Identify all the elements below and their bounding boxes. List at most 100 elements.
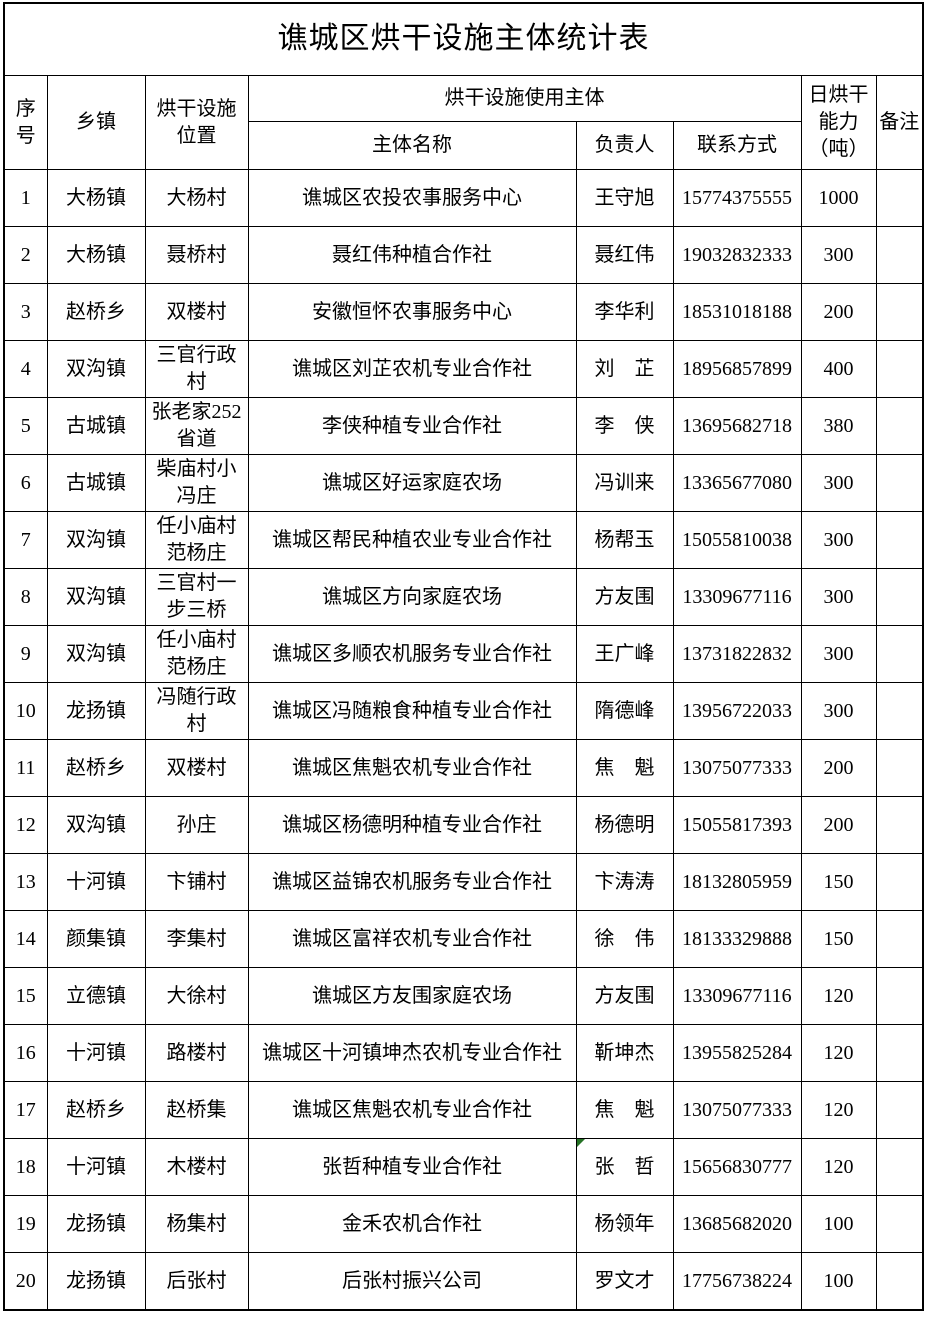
cell-seq: 19 xyxy=(3,1195,48,1253)
cell-capacity: 120 xyxy=(800,967,877,1025)
header-contact: 联系方式 xyxy=(672,121,802,170)
cell-location: 赵桥集 xyxy=(144,1081,249,1139)
cell-person: 刘 芷 xyxy=(575,340,674,398)
cell-subject-name: 谯城区益锦农机服务专业合作社 xyxy=(247,853,577,911)
cell-contact: 13075077333 xyxy=(672,739,802,797)
cell-location: 孙庄 xyxy=(144,796,249,854)
cell-person: 李华利 xyxy=(575,283,674,341)
cell-contact: 17756738224 xyxy=(672,1252,802,1311)
cell-subject-name: 谯城区杨德明种植专业合作社 xyxy=(247,796,577,854)
cell-location: 张老家252省道 xyxy=(144,397,249,455)
cell-seq: 10 xyxy=(3,682,48,740)
cell-subject-name: 聂红伟种植合作社 xyxy=(247,226,577,284)
cell-capacity: 120 xyxy=(800,1024,877,1082)
table-row: 18 十河镇 木楼村 张哲种植专业合作社 张 哲 15656830777 120 xyxy=(3,1138,924,1196)
cell-contact: 15055810038 xyxy=(672,511,802,569)
title-row: 谯城区烘干设施主体统计表 xyxy=(3,2,924,76)
table-row: 15 立德镇 大徐村 谯城区方友围家庭农场 方友围 13309677116 12… xyxy=(3,967,924,1025)
cell-town: 十河镇 xyxy=(46,853,146,911)
cell-person: 杨德明 xyxy=(575,796,674,854)
cell-contact: 13309677116 xyxy=(672,568,802,626)
cell-seq: 18 xyxy=(3,1138,48,1196)
cell-contact: 15656830777 xyxy=(672,1138,802,1196)
cell-note xyxy=(875,625,924,683)
cell-location: 任小庙村范杨庄 xyxy=(144,511,249,569)
table-row: 13 十河镇 卞铺村 谯城区益锦农机服务专业合作社 卞涛涛 1813280595… xyxy=(3,853,924,911)
cell-capacity: 300 xyxy=(800,511,877,569)
cell-contact: 13309677116 xyxy=(672,967,802,1025)
cell-capacity: 120 xyxy=(800,1138,877,1196)
cell-town: 颜集镇 xyxy=(46,910,146,968)
cell-subject-name: 谯城区方向家庭农场 xyxy=(247,568,577,626)
cell-contact: 15774375555 xyxy=(672,169,802,227)
cell-note xyxy=(875,853,924,911)
cell-person: 隋德峰 xyxy=(575,682,674,740)
cell-seq: 5 xyxy=(3,397,48,455)
table-row: 12 双沟镇 孙庄 谯城区杨德明种植专业合作社 杨德明 15055817393 … xyxy=(3,796,924,854)
cell-person: 焦 魁 xyxy=(575,739,674,797)
cell-capacity: 300 xyxy=(800,682,877,740)
cell-note xyxy=(875,739,924,797)
cell-person: 张 哲 xyxy=(575,1138,674,1196)
cell-town: 十河镇 xyxy=(46,1024,146,1082)
cell-note xyxy=(875,796,924,854)
cell-capacity: 300 xyxy=(800,568,877,626)
cell-note xyxy=(875,1024,924,1082)
table-row: 9 双沟镇 任小庙村范杨庄 谯城区多顺农机服务专业合作社 王广峰 1373182… xyxy=(3,625,924,683)
table-row: 1 大杨镇 大杨村 谯城区农投农事服务中心 王守旭 15774375555 10… xyxy=(3,169,924,227)
cell-capacity: 1000 xyxy=(800,169,877,227)
cell-capacity: 150 xyxy=(800,910,877,968)
cell-capacity: 200 xyxy=(800,283,877,341)
cell-note xyxy=(875,967,924,1025)
cell-location: 大徐村 xyxy=(144,967,249,1025)
table-row: 2 大杨镇 聂桥村 聂红伟种植合作社 聂红伟 19032832333 300 xyxy=(3,226,924,284)
cell-town: 大杨镇 xyxy=(46,169,146,227)
cell-person: 方友围 xyxy=(575,568,674,626)
cell-person: 杨帮玉 xyxy=(575,511,674,569)
table-row: 17 赵桥乡 赵桥集 谯城区焦魁农机专业合作社 焦 魁 13075077333 … xyxy=(3,1081,924,1139)
table-body: 谯城区烘干设施主体统计表 序 号 乡镇 烘干设施 位置 烘干设施使用主体 日烘干… xyxy=(3,2,924,1311)
cell-contact: 13695682718 xyxy=(672,397,802,455)
cell-contact: 19032832333 xyxy=(672,226,802,284)
cell-seq: 13 xyxy=(3,853,48,911)
cell-seq: 6 xyxy=(3,454,48,512)
cell-contact: 18531018188 xyxy=(672,283,802,341)
cell-capacity: 300 xyxy=(800,226,877,284)
cell-contact: 13685682020 xyxy=(672,1195,802,1253)
cell-seq: 17 xyxy=(3,1081,48,1139)
header-row-top: 序 号 乡镇 烘干设施 位置 烘干设施使用主体 日烘干 能力 （吨） 备注 xyxy=(3,75,924,170)
header-row-sub: 主体名称 负责人 联系方式 xyxy=(4,121,923,170)
cell-town: 古城镇 xyxy=(46,454,146,512)
cell-note xyxy=(875,283,924,341)
header-person: 负责人 xyxy=(575,121,674,170)
header-town: 乡镇 xyxy=(46,75,146,170)
cell-capacity: 380 xyxy=(800,397,877,455)
cell-contact: 18132805959 xyxy=(672,853,802,911)
header-subject-name: 主体名称 xyxy=(247,121,577,170)
cell-seq: 8 xyxy=(3,568,48,626)
cell-town: 双沟镇 xyxy=(46,568,146,626)
cell-town: 龙扬镇 xyxy=(46,682,146,740)
cell-subject-name: 后张村振兴公司 xyxy=(247,1252,577,1311)
cell-location: 双楼村 xyxy=(144,283,249,341)
cell-note xyxy=(875,340,924,398)
cell-capacity: 120 xyxy=(800,1081,877,1139)
cell-location: 双楼村 xyxy=(144,739,249,797)
cell-person: 罗文才 xyxy=(575,1252,674,1311)
table-row: 4 双沟镇 三官行政村 谯城区刘芷农机专业合作社 刘 芷 18956857899… xyxy=(3,340,924,398)
header-usage-group: 烘干设施使用主体 xyxy=(247,75,802,122)
cell-town: 双沟镇 xyxy=(46,511,146,569)
cell-person: 卞涛涛 xyxy=(575,853,674,911)
cell-subject-name: 谯城区帮民种植农业专业合作社 xyxy=(247,511,577,569)
cell-location: 大杨村 xyxy=(144,169,249,227)
cell-contact: 18133329888 xyxy=(672,910,802,968)
table-row: 3 赵桥乡 双楼村 安徽恒怀农事服务中心 李华利 18531018188 200 xyxy=(3,283,924,341)
cell-capacity: 100 xyxy=(800,1252,877,1311)
table-row: 8 双沟镇 三官村一步三桥 谯城区方向家庭农场 方友围 13309677116 … xyxy=(3,568,924,626)
cell-seq: 2 xyxy=(3,226,48,284)
cell-person: 徐 伟 xyxy=(575,910,674,968)
cell-seq: 12 xyxy=(3,796,48,854)
cell-person: 王广峰 xyxy=(575,625,674,683)
cell-seq: 3 xyxy=(3,283,48,341)
